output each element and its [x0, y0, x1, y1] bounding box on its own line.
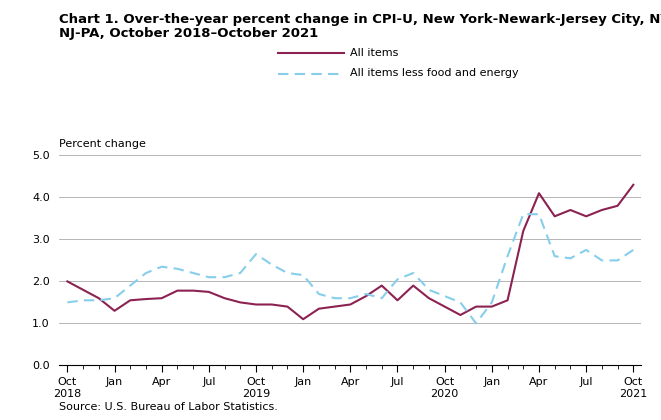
All items less food and energy	[95, 298, 102, 303]
Text: Source: U.S. Bureau of Labor Statistics.: Source: U.S. Bureau of Labor Statistics.	[59, 402, 278, 412]
All items	[456, 312, 464, 318]
All items less food and energy	[110, 296, 118, 301]
All items	[158, 296, 166, 301]
All items	[472, 304, 480, 309]
All items	[613, 203, 621, 208]
All items less food and energy	[378, 296, 386, 301]
All items	[598, 207, 606, 213]
All items less food and energy	[504, 254, 512, 259]
All items	[299, 317, 307, 322]
Line: All items less food and energy: All items less food and energy	[67, 214, 633, 323]
Text: All items: All items	[350, 47, 399, 58]
Text: Chart 1. Over-the-year percent change in CPI-U, New York-Newark-Jersey City, NY-: Chart 1. Over-the-year percent change in…	[59, 13, 661, 26]
All items	[409, 283, 417, 288]
All items less food and energy	[551, 254, 559, 259]
All items less food and energy	[237, 270, 245, 276]
All items	[551, 214, 559, 219]
All items	[173, 288, 181, 293]
All items	[221, 296, 229, 301]
All items	[629, 182, 637, 187]
All items less food and energy	[456, 300, 464, 305]
All items	[504, 298, 512, 303]
All items	[237, 300, 245, 305]
All items less food and energy	[535, 212, 543, 217]
All items less food and energy	[566, 256, 574, 261]
All items	[110, 308, 118, 313]
Text: NJ-PA, October 2018–October 2021: NJ-PA, October 2018–October 2021	[59, 27, 319, 40]
All items less food and energy	[441, 294, 449, 299]
All items less food and energy	[79, 298, 87, 303]
All items less food and energy	[346, 296, 354, 301]
All items less food and energy	[598, 258, 606, 263]
All items	[582, 214, 590, 219]
All items less food and energy	[189, 270, 197, 276]
All items less food and energy	[629, 247, 637, 252]
All items less food and energy	[268, 262, 276, 267]
All items	[142, 297, 150, 302]
Text: All items less food and energy: All items less food and energy	[350, 68, 519, 79]
All items less food and energy	[520, 212, 527, 217]
All items	[284, 304, 292, 309]
All items	[126, 298, 134, 303]
All items	[441, 304, 449, 309]
All items less food and energy	[63, 300, 71, 305]
All items less food and energy	[205, 275, 213, 280]
All items	[79, 287, 87, 292]
All items less food and energy	[126, 283, 134, 288]
All items	[315, 306, 323, 311]
Text: Percent change: Percent change	[59, 139, 146, 149]
All items	[63, 279, 71, 284]
All items	[330, 304, 338, 309]
All items	[346, 302, 354, 307]
All items less food and energy	[582, 247, 590, 252]
All items less food and energy	[472, 321, 480, 326]
All items	[205, 289, 213, 294]
All items less food and energy	[315, 291, 323, 297]
All items less food and energy	[284, 270, 292, 276]
All items	[95, 296, 102, 301]
All items	[252, 302, 260, 307]
All items	[268, 302, 276, 307]
All items less food and energy	[158, 264, 166, 269]
All items	[425, 296, 433, 301]
All items less food and energy	[330, 296, 338, 301]
All items less food and energy	[142, 270, 150, 276]
All items	[393, 298, 401, 303]
All items	[520, 228, 527, 234]
Line: All items: All items	[67, 185, 633, 319]
All items	[362, 294, 370, 299]
All items less food and energy	[362, 291, 370, 297]
All items	[378, 283, 386, 288]
All items	[535, 191, 543, 196]
All items less food and energy	[393, 277, 401, 282]
All items less food and energy	[252, 252, 260, 257]
All items less food and energy	[299, 273, 307, 278]
All items less food and energy	[409, 270, 417, 276]
All items	[488, 304, 496, 309]
All items less food and energy	[488, 300, 496, 305]
All items less food and energy	[221, 275, 229, 280]
All items	[189, 288, 197, 293]
All items less food and energy	[613, 258, 621, 263]
All items less food and energy	[173, 266, 181, 271]
All items less food and energy	[425, 287, 433, 292]
All items	[566, 207, 574, 213]
